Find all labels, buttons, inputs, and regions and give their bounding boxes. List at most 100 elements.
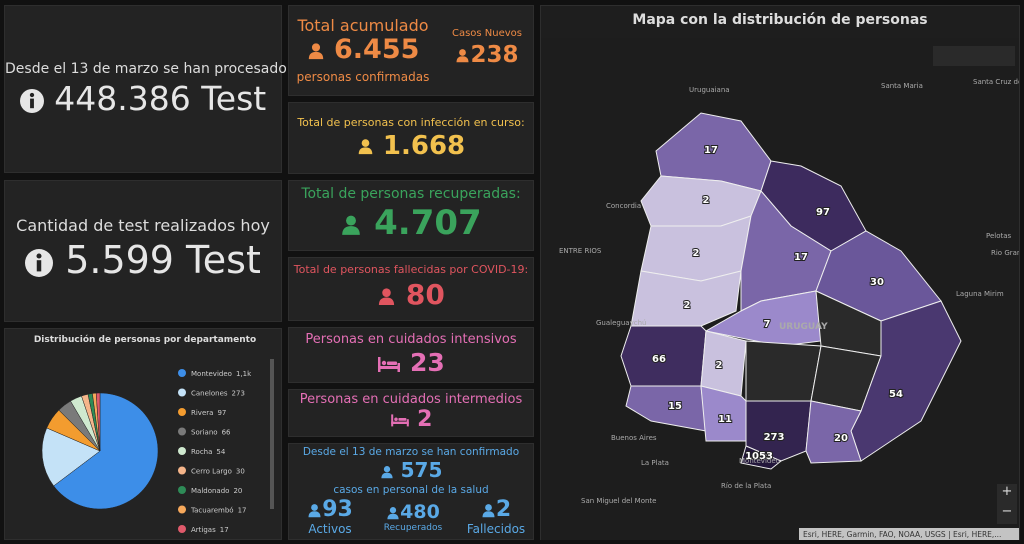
attribution: Esri, HERE, Garmin, FAO, NOAA, USGS | Es… [803, 530, 1001, 539]
legend-value: 273 [232, 390, 245, 398]
legend-label: Artigas [191, 526, 216, 534]
department-label: 273 [764, 432, 785, 443]
label: Total de personas con infección en curso… [297, 116, 525, 129]
tests-total-panel: Desde el 13 de marzo se han procesado 44… [4, 5, 287, 173]
department-label: 11 [718, 414, 732, 425]
place: Concordia [606, 202, 641, 210]
active-panel: Total de personas con infección en curso… [288, 102, 534, 174]
legend-label: Montevideo [191, 370, 232, 378]
department-label: 17 [794, 252, 808, 263]
department-label: 20 [834, 433, 848, 444]
map-title: Mapa con la distribución de personas [632, 12, 928, 28]
zoom-in[interactable]: + [1002, 484, 1013, 499]
value-row: 5.599 Test [5, 238, 281, 282]
new-value-row: 238 [439, 42, 535, 68]
icu-panel: Personas en cuidados intensivos 23 [288, 327, 534, 383]
places: Uruguaiana Santa Maria Santa Cruz do Sul… [559, 78, 1019, 505]
legend-swatch [178, 486, 186, 494]
person-icon [380, 465, 394, 479]
map-panel: Mapa con la distribución de personas 17 2… [540, 5, 1020, 540]
map[interactable]: 17 2 2 2 97 17 30 7 66 2 15 11 273 1053 20 54 Uruguaian… [541, 38, 1019, 540]
value: 6.455 [334, 34, 420, 65]
department-label: 7 [764, 319, 771, 330]
value: 80 [405, 278, 445, 311]
pie-panel: Distribución de personas por departament… [4, 328, 282, 540]
label: Total de personas fallecidas por COVID-1… [293, 263, 529, 276]
department-label: 2 [716, 360, 723, 371]
pie-title: Distribución de personas por departament… [34, 334, 256, 345]
place: Santa Cruz do Sul [973, 78, 1019, 86]
person-icon [307, 503, 322, 518]
person-icon [377, 287, 396, 306]
legend-label: Soriano [191, 429, 218, 437]
col-label: Fallecidos [466, 522, 526, 536]
place: Rio Grande [991, 249, 1019, 257]
place: Santa Maria [881, 82, 923, 90]
zoom-control[interactable] [997, 484, 1017, 524]
value: 23 [409, 348, 445, 377]
label: Personas en cuidados intermedios [299, 392, 523, 407]
department-label: 30 [870, 277, 884, 288]
pie-slice [53, 392, 159, 510]
column: 93 Activos [297, 497, 363, 536]
total-panel: Total acumulado 6.455 personas confirmad… [288, 5, 534, 96]
info-icon [25, 249, 53, 277]
department-label: 1053 [745, 451, 773, 462]
department-label: 54 [889, 389, 903, 400]
col-value: 2 [495, 497, 512, 522]
scrollbar[interactable] [270, 359, 274, 509]
value-row: 2 [289, 407, 533, 432]
legend-swatch [178, 408, 186, 416]
col-label: Recuperados [383, 523, 443, 533]
department-label: 15 [668, 401, 682, 412]
pie-slice [95, 392, 101, 452]
info-icon [20, 89, 44, 113]
legend-swatch [178, 466, 186, 475]
legend-value: 54 [216, 448, 225, 456]
intermediate-panel: Personas en cuidados intermedios 2 [288, 389, 534, 437]
pie-chart: Distribución de personas por departament… [34, 334, 274, 534]
place: Pelotas [986, 232, 1012, 240]
departments [620, 112, 962, 470]
department-labels: 17 2 2 2 97 17 30 7 66 2 15 11 273 1053 20 54 [651, 144, 904, 463]
bed-icon [390, 412, 410, 428]
place: Laguna Mirim [956, 290, 1004, 298]
legend-value: 17 [238, 507, 247, 515]
person-icon [386, 506, 400, 520]
legend-label: Cerro Largo [191, 468, 232, 476]
legend-swatch [178, 388, 186, 397]
bed-icon [377, 354, 401, 374]
legend-swatch [178, 505, 186, 514]
sublabel: personas confirmadas [296, 70, 430, 84]
recovered-panel: Total de personas recuperadas: 4.707 [288, 180, 534, 251]
person-icon [481, 503, 496, 518]
department-label: 2 [703, 195, 710, 206]
legend-value: 97 [217, 409, 226, 417]
value: 4.707 [374, 203, 482, 243]
label: Total de personas recuperadas: [301, 186, 521, 202]
legend-value: 30 [236, 468, 245, 476]
zoom-out[interactable]: − [1002, 504, 1013, 519]
col-label: Activos [308, 522, 352, 536]
col-value: 480 [400, 501, 440, 523]
legend-swatch [178, 525, 186, 533]
department-label: 66 [652, 354, 666, 365]
person-icon [357, 138, 374, 155]
toolbar[interactable] [933, 46, 1015, 66]
department-label: 97 [816, 207, 830, 218]
place: Montevideo [739, 457, 780, 465]
place: ENTRE RIOS [559, 247, 602, 255]
tests-today-panel: Cantidad de test realizados hoy 5.599 Te… [4, 180, 282, 322]
value-row: 80 [289, 278, 533, 311]
health-staff-panel: Desde el 13 de marzo se han confirmado 5… [288, 443, 534, 540]
column: 2 Fallecidos [461, 497, 531, 536]
label: Desde el 13 de marzo se han procesado [5, 61, 287, 77]
person-icon [340, 214, 362, 236]
legend-label: Rivera [191, 409, 213, 417]
value: 2 [417, 407, 433, 432]
place: San Miguel del Monte [581, 497, 656, 505]
label: Personas en cuidados intensivos [305, 332, 517, 347]
value-row: 4.707 [289, 203, 533, 243]
deceased-panel: Total de personas fallecidas por COVID-1… [288, 257, 534, 321]
value-row: 448.386 Test [5, 79, 281, 118]
